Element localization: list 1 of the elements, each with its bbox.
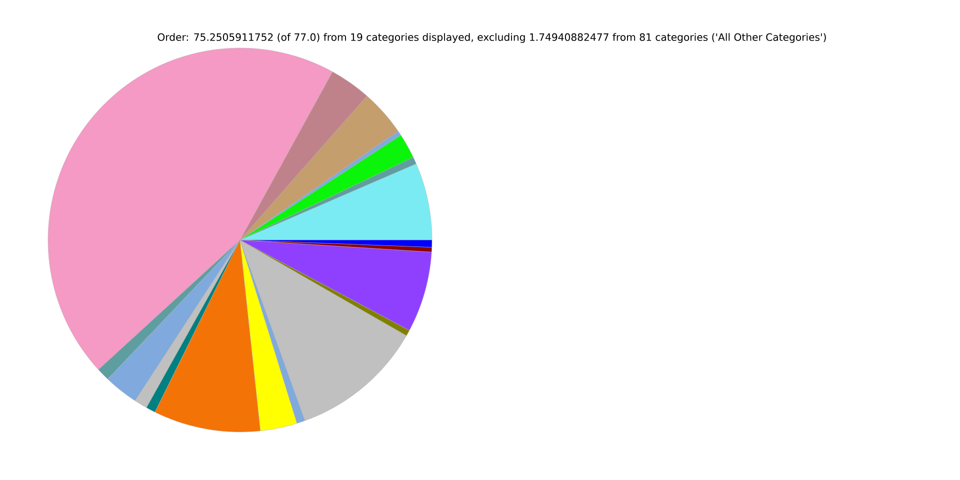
text: Order: 75.2505911752 (of 77.0) from 19 categories displayed, excluding 1.74940882477 from 81 categories ('All Other Categories') — [158, 33, 826, 43]
